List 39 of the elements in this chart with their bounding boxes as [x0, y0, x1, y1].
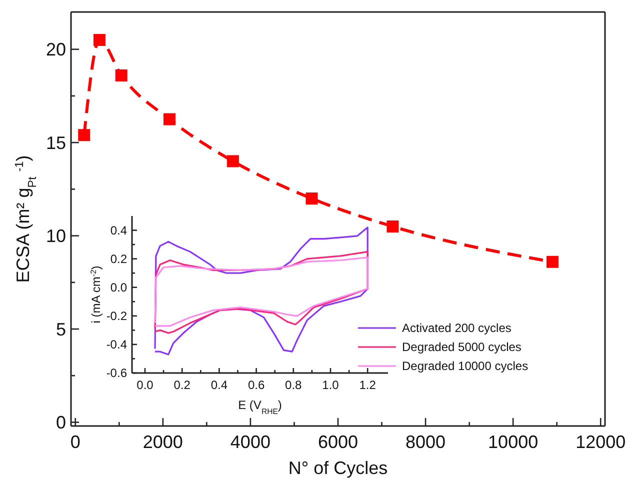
x-tick-label: 8000 — [406, 432, 446, 452]
x-tick-label: 0 — [70, 432, 80, 452]
y-tick-label: 20 — [46, 40, 66, 60]
x-tick-label: 0.0 — [136, 378, 154, 392]
x-tick-label: 0.8 — [285, 378, 302, 392]
y-tick-label: 0.2 — [110, 252, 128, 266]
x-tick-label: 1.2 — [359, 378, 376, 392]
y-tick-label: 0.4 — [110, 223, 128, 238]
legend-label: Degraded 10000 cycles — [402, 359, 528, 374]
x-tick-label: 1.0 — [322, 378, 340, 392]
x-axis-title: N° of Cycles — [288, 458, 388, 478]
point — [78, 129, 90, 142]
x-tick-label: 12000 — [576, 432, 626, 452]
x-tick-label: 10000 — [488, 432, 538, 452]
y-tick-label: 10 — [46, 226, 66, 246]
y-tick-label: 0.0 — [110, 280, 128, 295]
point — [163, 113, 176, 126]
x-tick-label: 0.6 — [248, 378, 265, 392]
y-tick-label: -0.6 — [106, 366, 128, 380]
legend-label: Degraded 5000 cycles — [402, 340, 522, 354]
point — [226, 155, 239, 168]
legend-label: Activated 200 cycles — [402, 321, 512, 336]
x-tick-label: 6000 — [318, 432, 358, 452]
x-axis-title: E (V$_{RHE}$) — [238, 398, 282, 416]
x-tick-label: 0.4 — [210, 378, 228, 392]
y-tick-label: 0 — [56, 412, 66, 433]
line-series — [154, 256, 368, 327]
x-tick-label: 4000 — [230, 432, 270, 452]
point — [306, 192, 318, 204]
point — [546, 256, 558, 268]
y-tick-label: -0.2 — [106, 309, 128, 324]
x-tick-label: 0.2 — [174, 378, 191, 392]
point — [115, 69, 128, 82]
point — [386, 220, 399, 232]
y-tick-label: 5 — [56, 319, 66, 340]
y-tick-label: -0.4 — [106, 338, 128, 352]
point — [93, 34, 106, 46]
y-tick-label: 15 — [46, 132, 66, 153]
x-tick-label: 2000 — [142, 432, 183, 452]
